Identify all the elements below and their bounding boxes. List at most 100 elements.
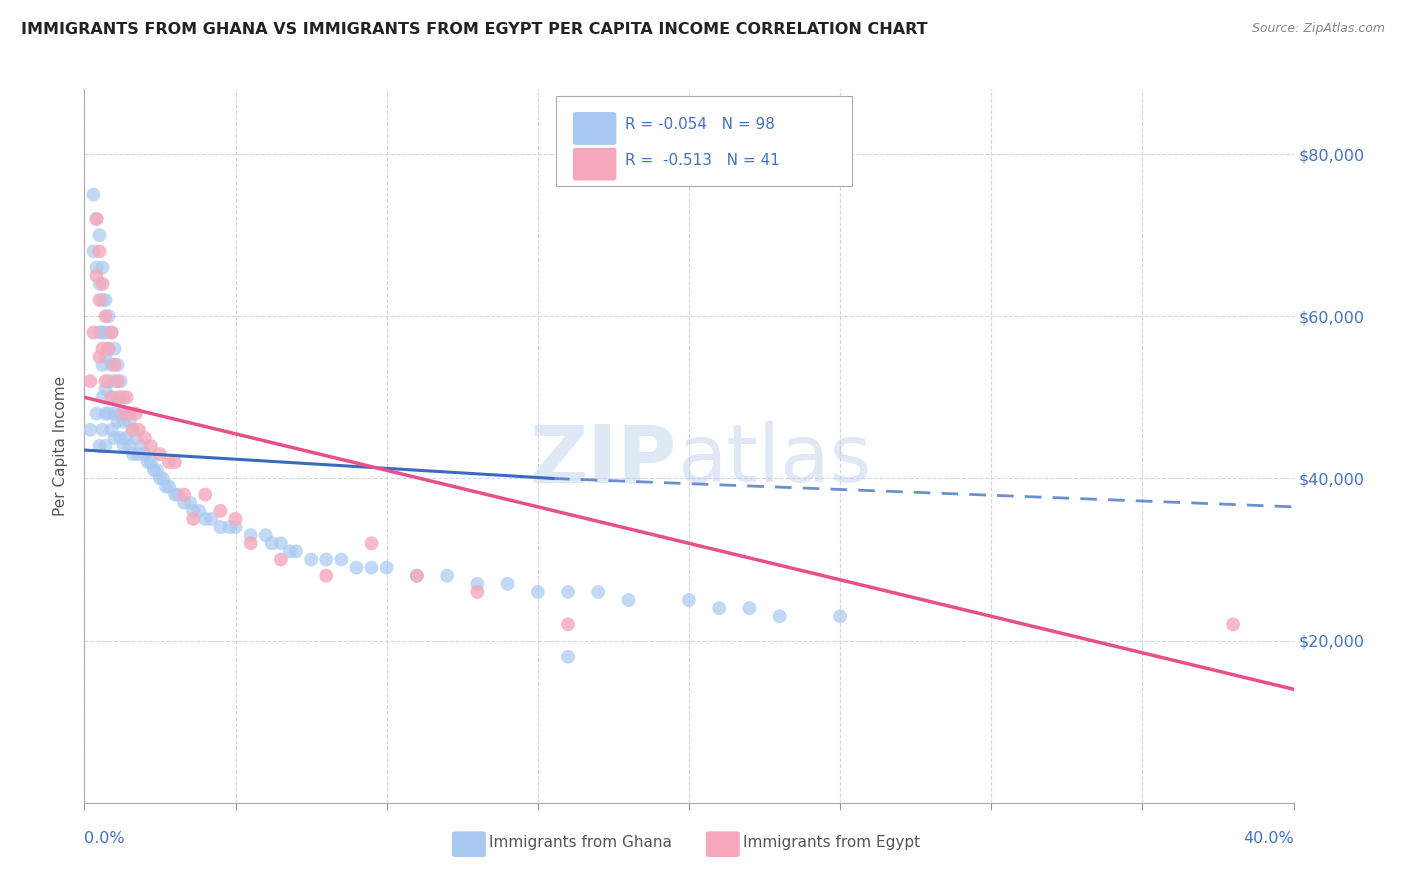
Point	[97, 374, 120, 388]
Point	[110, 431, 132, 445]
Point	[107, 415, 129, 429]
FancyBboxPatch shape	[572, 112, 616, 145]
Point	[360, 560, 382, 574]
Point	[104, 358, 127, 372]
Point	[115, 431, 138, 445]
Point	[112, 390, 135, 404]
Point	[104, 431, 127, 445]
Point	[254, 528, 277, 542]
Point	[82, 187, 104, 202]
Point	[86, 260, 108, 275]
Point	[118, 439, 141, 453]
Point	[139, 455, 162, 469]
Text: R =  -0.513   N = 41: R = -0.513 N = 41	[624, 153, 779, 168]
Point	[738, 601, 761, 615]
Point	[86, 211, 108, 226]
Point	[125, 431, 148, 445]
Point	[527, 585, 550, 599]
Point	[709, 601, 731, 615]
Point	[89, 350, 111, 364]
Point	[115, 407, 138, 421]
Point	[97, 342, 120, 356]
Point	[86, 407, 108, 421]
Point	[125, 407, 148, 421]
Point	[91, 293, 114, 307]
Point	[131, 439, 153, 453]
Point	[112, 415, 135, 429]
Point	[94, 310, 117, 324]
Point	[94, 382, 117, 396]
Point	[557, 617, 579, 632]
Point	[152, 471, 174, 485]
Point	[155, 479, 177, 493]
Point	[91, 423, 114, 437]
Point	[146, 463, 169, 477]
Point	[82, 244, 104, 259]
Point	[769, 609, 792, 624]
FancyBboxPatch shape	[572, 148, 616, 180]
Point	[179, 496, 201, 510]
Point	[270, 552, 292, 566]
Text: IMMIGRANTS FROM GHANA VS IMMIGRANTS FROM EGYPT PER CAPITA INCOME CORRELATION CHA: IMMIGRANTS FROM GHANA VS IMMIGRANTS FROM…	[21, 22, 928, 37]
Point	[104, 407, 127, 421]
Point	[557, 649, 579, 664]
Point	[678, 593, 700, 607]
Point	[110, 374, 132, 388]
Point	[100, 423, 122, 437]
Point	[100, 326, 122, 340]
Point	[115, 390, 138, 404]
Point	[100, 390, 122, 404]
Point	[157, 455, 180, 469]
Point	[330, 552, 353, 566]
Point	[100, 326, 122, 340]
Point	[100, 358, 122, 372]
Point	[107, 390, 129, 404]
Point	[218, 520, 240, 534]
Point	[149, 471, 172, 485]
Point	[173, 496, 195, 510]
Text: ZIP: ZIP	[530, 421, 676, 500]
Y-axis label: Per Capita Income: Per Capita Income	[53, 376, 69, 516]
Point	[360, 536, 382, 550]
Point	[121, 423, 143, 437]
Point	[104, 374, 127, 388]
Point	[94, 326, 117, 340]
Point	[209, 504, 232, 518]
Point	[270, 536, 292, 550]
Point	[110, 407, 132, 421]
Point	[225, 520, 247, 534]
Point	[167, 488, 190, 502]
Point	[149, 447, 172, 461]
Point	[94, 293, 117, 307]
Point	[239, 528, 262, 542]
Point	[89, 228, 111, 243]
Point	[557, 585, 579, 599]
Point	[496, 577, 519, 591]
Point	[285, 544, 308, 558]
Point	[467, 577, 489, 591]
Text: Source: ZipAtlas.com: Source: ZipAtlas.com	[1251, 22, 1385, 36]
Point	[375, 560, 398, 574]
Point	[128, 447, 150, 461]
Text: R = -0.054   N = 98: R = -0.054 N = 98	[624, 118, 775, 132]
Point	[107, 374, 129, 388]
Point	[315, 568, 337, 582]
Point	[86, 211, 108, 226]
Point	[97, 310, 120, 324]
Point	[467, 585, 489, 599]
Point	[139, 439, 162, 453]
Point	[165, 488, 187, 502]
Point	[91, 358, 114, 372]
Point	[97, 407, 120, 421]
Point	[91, 326, 114, 340]
Point	[181, 512, 204, 526]
FancyBboxPatch shape	[706, 831, 740, 857]
Text: atlas: atlas	[676, 421, 872, 500]
Point	[110, 390, 132, 404]
Point	[173, 488, 195, 502]
Point	[1222, 617, 1244, 632]
Point	[118, 407, 141, 421]
Point	[89, 277, 111, 291]
FancyBboxPatch shape	[451, 831, 486, 857]
Point	[91, 342, 114, 356]
